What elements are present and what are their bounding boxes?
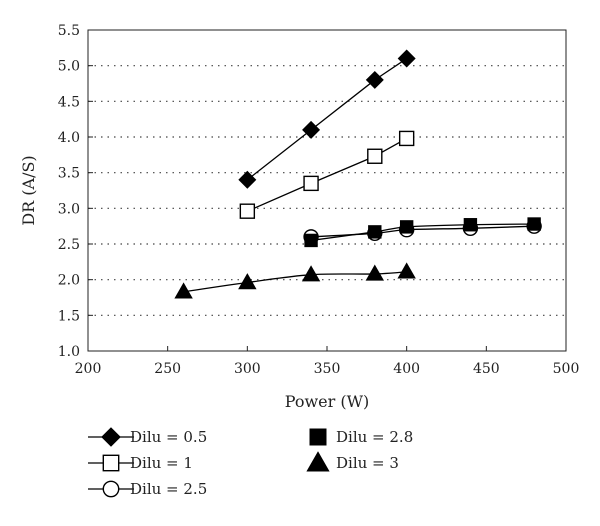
legend-marker [102, 480, 120, 498]
series-1-point [397, 49, 416, 68]
y-tick-label: 4.0 [58, 130, 80, 146]
x-tick-label: 500 [553, 361, 580, 377]
series-5-point [397, 262, 416, 279]
y-tick-label: 1.5 [58, 308, 80, 324]
x-tick-label: 250 [154, 361, 181, 377]
y-tick-label: 3.0 [58, 201, 80, 217]
plot-frame [87, 29, 567, 352]
series-5-point [174, 282, 193, 299]
grid-layer [88, 65, 566, 316]
legend-label: Dilu = 2.5 [130, 480, 207, 498]
x-tick-label: 450 [473, 361, 500, 377]
series-2-point [367, 148, 383, 164]
y-tick-label: 2.5 [58, 237, 80, 253]
fit-lines-layer [183, 57, 535, 293]
series-4-point [527, 217, 541, 231]
series-4-point [304, 233, 318, 248]
legend-label: Dilu = 1 [130, 454, 193, 472]
legend-item-3: Dilu = 2.5 [88, 480, 207, 498]
series-2-point [303, 175, 319, 192]
series-2-point [239, 203, 256, 219]
series-1-point [238, 170, 257, 189]
legend-item-2: Dilu = 1 [88, 454, 193, 472]
y-tick-label: 1.0 [58, 344, 80, 360]
series-4-point [463, 218, 478, 232]
legend-item-5: Dilu = 3 [306, 451, 399, 472]
legend-marker [306, 451, 330, 472]
legend-label: Dilu = 0.5 [130, 428, 207, 446]
x-tick-label: 350 [314, 361, 341, 377]
x-tick-label: 200 [75, 361, 102, 377]
y-tick-label: 3.5 [58, 166, 80, 182]
markers-layer [174, 49, 542, 299]
legend-marker [101, 427, 121, 447]
series-line-4 [310, 223, 535, 242]
x-axis-label: Power (W) [285, 392, 370, 411]
series-line-1 [246, 57, 408, 181]
legend-marker [102, 454, 120, 472]
x-tick-label: 400 [393, 361, 420, 377]
series-5-point [238, 273, 257, 290]
y-tick-label: 5.5 [58, 23, 80, 39]
y-tick-label: 2.0 [58, 273, 80, 289]
legend-item-1: Dilu = 0.5 [88, 427, 207, 447]
y-tick-label: 4.5 [58, 94, 80, 110]
series-4-point [399, 220, 414, 234]
legend-marker [309, 428, 327, 446]
y-tick-label: 5.0 [58, 59, 80, 75]
legend-label: Dilu = 2.8 [336, 428, 413, 446]
tick-layer: 200 250 300 350 400 450 500 1.0 1.5 2.0 2.5 3.0 3.5 4… [58, 23, 580, 377]
series-4-point [368, 225, 382, 239]
legend-label: Dilu = 3 [336, 454, 399, 472]
series-5-point [301, 265, 321, 282]
series-1-point [365, 70, 384, 89]
y-axis-label: DR (A/S) [19, 155, 38, 225]
x-tick-label: 300 [234, 361, 261, 377]
series-line-2 [247, 137, 407, 212]
series-line-3 [311, 225, 535, 238]
series-2-point [398, 130, 415, 147]
series-1-point [302, 120, 321, 139]
legend-item-4: Dilu = 2.8 [309, 428, 413, 446]
legend: Dilu = 0.5 Dilu = 1 Dilu = 2.5 Dilu = 2.8 Di… [88, 427, 413, 498]
series-5-point [365, 264, 385, 281]
